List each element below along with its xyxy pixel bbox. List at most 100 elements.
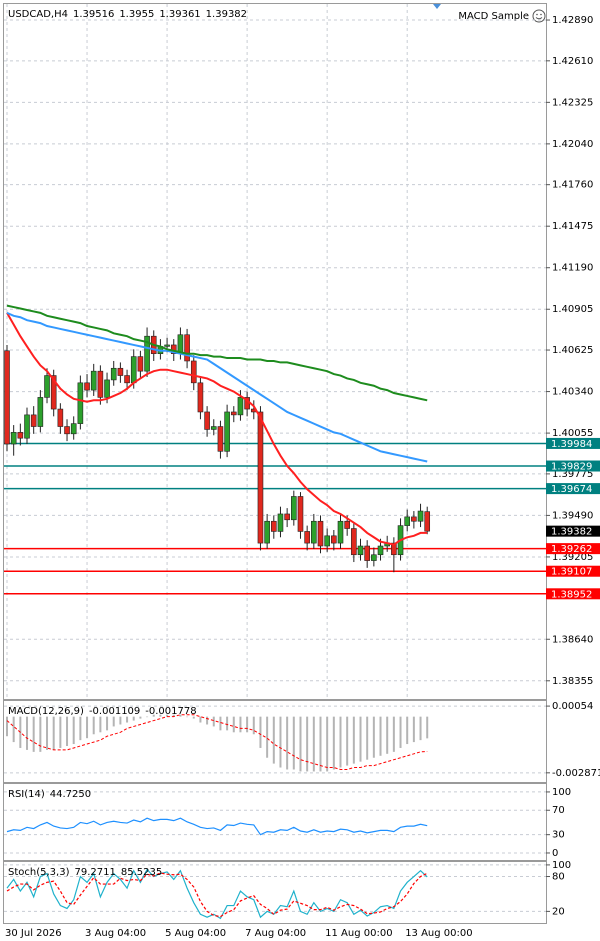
macd-bar — [412, 716, 415, 743]
level-label-box — [546, 588, 600, 600]
macd-bar — [79, 716, 82, 741]
moving-average — [6, 311, 428, 463]
candle-body — [344, 520, 350, 529]
expert-name: MACD Sample — [458, 11, 529, 22]
macd-bar — [119, 716, 122, 725]
macd-bar — [286, 716, 289, 770]
macd-bar — [372, 716, 375, 758]
y-tick-label: 80 — [552, 872, 565, 883]
candle-body — [164, 344, 170, 347]
x-tick-label: 3 Aug 04:00 — [85, 928, 146, 939]
candle-body — [4, 350, 10, 445]
expert-smiley — [532, 9, 546, 23]
panel-header: Stoch(5,3,3) 79.2711 85.5235 — [8, 867, 162, 878]
y-tick-label: 1.40625 — [552, 345, 593, 356]
macd-bar — [312, 716, 315, 772]
rsi-panel — [3, 783, 547, 861]
panel-header: USDCAD,H4 1.39516 1.3955 1.39361 1.39382 — [8, 9, 247, 20]
macd-bar — [52, 716, 55, 750]
header-value: 1.3955 — [119, 9, 154, 20]
candle-body — [190, 360, 197, 384]
candle-body — [17, 432, 24, 439]
macd-bar — [179, 714, 182, 717]
macd-bar — [399, 716, 402, 748]
candle-body — [10, 432, 17, 445]
panel-title: RSI(14) — [8, 789, 45, 800]
y-tick-label: 1.39205 — [552, 552, 593, 563]
indicator-line — [6, 872, 428, 918]
macd-bar — [99, 716, 102, 733]
macd-bar — [166, 714, 169, 717]
level-label: 1.38952 — [551, 589, 592, 600]
x-tick-label: 11 Aug 00:00 — [325, 928, 392, 939]
y-tick-label: 1.41760 — [552, 180, 593, 191]
candle-body — [404, 516, 411, 526]
macd-bar — [386, 716, 389, 754]
candle-body — [324, 535, 330, 547]
y-tick-label: 20 — [552, 906, 565, 917]
macd-bar — [66, 716, 69, 746]
candle-body — [311, 520, 317, 544]
y-tick-label: 1.40340 — [552, 387, 593, 398]
candle-body — [210, 426, 217, 430]
candle-body — [371, 554, 377, 561]
level-label-box — [546, 483, 600, 495]
macd-bar — [132, 716, 135, 721]
x-tick-label: 13 Aug 00:00 — [405, 928, 472, 939]
macd-bar — [419, 716, 422, 741]
candle-body — [144, 335, 150, 372]
macd-bar — [26, 716, 29, 750]
macd-bar — [6, 716, 8, 737]
candle-body — [391, 542, 397, 556]
y-tick-label: 1.39490 — [552, 510, 593, 521]
macd-bar — [272, 716, 275, 764]
y-tick-label: -0.002871 — [552, 768, 600, 779]
x-tick-label: 30 Jul 2026 — [5, 928, 62, 939]
macd-bar — [306, 716, 309, 772]
candle-body — [417, 510, 424, 522]
level-label: 1.39107 — [551, 567, 592, 578]
macd-bar — [92, 716, 95, 735]
y-tick-label: 1.40905 — [552, 304, 593, 315]
candle-body — [50, 375, 57, 410]
candle-body — [257, 411, 264, 544]
candle-body — [377, 545, 384, 556]
candle-body — [184, 334, 190, 362]
macd-bar — [126, 716, 129, 723]
macd-bar — [366, 716, 369, 760]
candle-body — [237, 397, 244, 416]
macd-bar — [32, 716, 35, 752]
candle-body — [97, 370, 104, 398]
macd-bar — [112, 716, 115, 727]
level-label: 1.39674 — [551, 484, 592, 495]
macd-bar — [86, 716, 89, 739]
panel-title: MACD(12,26,9) — [8, 706, 84, 717]
level-label: 1.39829 — [551, 462, 592, 473]
candle-body — [424, 511, 431, 532]
macd-bar — [192, 716, 195, 719]
header-value: 1.39361 — [159, 9, 200, 20]
candle-body — [291, 496, 297, 521]
y-tick-label: 30 — [552, 830, 565, 841]
y-tick-label: 1.41190 — [552, 263, 593, 274]
macd-bar — [232, 716, 235, 733]
macd-panel — [3, 700, 547, 783]
macd-bar — [206, 716, 209, 725]
macd-bar — [392, 716, 395, 752]
panel-header: RSI(14) 44.7250 — [8, 789, 91, 800]
candle-body — [351, 528, 357, 556]
candle-body — [317, 520, 324, 547]
macd-bar — [159, 714, 162, 717]
y-tick-label: 70 — [552, 805, 565, 816]
y-tick-label: 0 — [552, 848, 558, 859]
y-tick-label: 1.41475 — [552, 221, 593, 232]
y-tick-label: 1.42040 — [552, 139, 593, 150]
macd-bar — [39, 716, 42, 752]
main-panel — [3, 3, 547, 700]
candle-body — [37, 397, 44, 427]
macd-bar — [326, 716, 329, 772]
level-label: 1.39984 — [551, 439, 592, 450]
macd-bar — [379, 716, 382, 756]
macd-bar — [259, 716, 262, 748]
macd-bar — [139, 716, 142, 719]
